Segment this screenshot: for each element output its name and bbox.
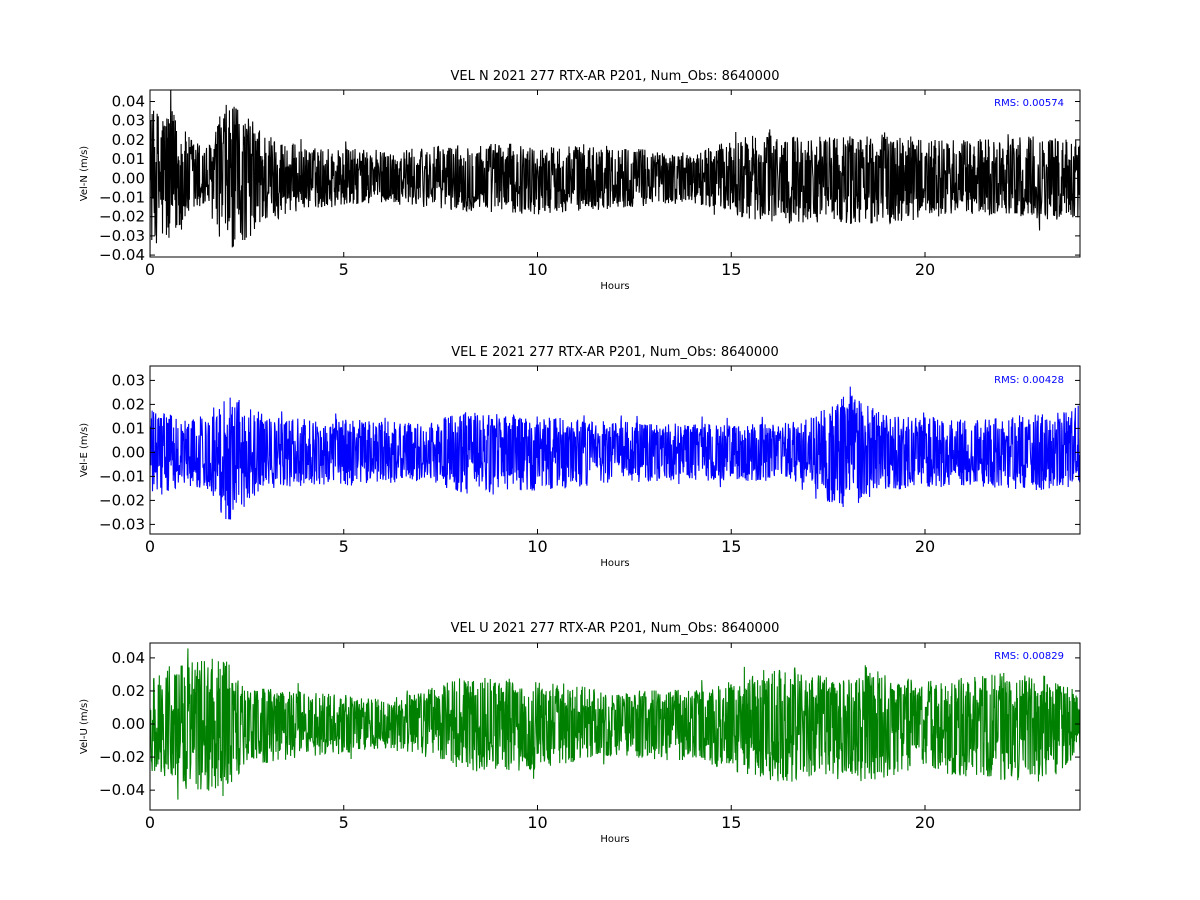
x-tick-label: 20: [915, 260, 935, 279]
x-tick-label: 5: [339, 260, 349, 279]
y-tick-label: 0.02: [112, 131, 145, 149]
x-tick-label: 10: [527, 537, 547, 556]
x-tick-label: 0: [145, 537, 155, 556]
y-tick-label: −0.02: [99, 208, 145, 226]
x-tick-label: 10: [527, 260, 547, 279]
y-tick-label: 0.04: [112, 649, 145, 667]
y-tick-label: 0.01: [112, 150, 145, 168]
panel-vel-u: VEL U 2021 277 RTX-AR P201, Num_Obs: 864…: [79, 621, 1081, 845]
x-tick-label: 5: [339, 537, 349, 556]
rms-annotation: RMS: 0.00428: [994, 375, 1064, 386]
x-tick-label: 0: [145, 260, 155, 279]
y-tick-label: 0.00: [112, 715, 145, 733]
rms-annotation: RMS: 0.00829: [994, 651, 1064, 662]
panel-title: VEL N 2021 277 RTX-AR P201, Num_Obs: 864…: [451, 69, 780, 84]
y-tick-label: 0.02: [112, 395, 145, 413]
y-axis-label: Vel-E (m/s): [79, 423, 90, 477]
series-trace: [150, 90, 1080, 257]
panel-title: VEL U 2021 277 RTX-AR P201, Num_Obs: 864…: [451, 621, 780, 636]
y-tick-label: 0.01: [112, 419, 145, 437]
x-axis-label: Hours: [600, 281, 629, 292]
y-tick-label: −0.02: [99, 748, 145, 766]
x-axis-label: Hours: [600, 558, 629, 569]
y-tick-label: 0.03: [112, 371, 145, 389]
axes-frame: [149, 642, 1081, 811]
x-tick-label: 20: [915, 813, 935, 832]
y-tick-label: 0.04: [112, 93, 145, 111]
series-trace: [150, 648, 1080, 800]
panel-vel-n: VEL N 2021 277 RTX-AR P201, Num_Obs: 864…: [79, 69, 1081, 292]
y-tick-label: −0.02: [99, 491, 145, 509]
y-tick-label: −0.04: [99, 246, 145, 264]
x-axis-label: Hours: [600, 834, 629, 845]
series-trace: [150, 386, 1080, 520]
y-tick-label: 0.02: [112, 682, 145, 700]
x-tick-label: 15: [721, 537, 741, 556]
y-tick-label: −0.03: [99, 227, 145, 245]
rms-annotation: RMS: 0.00574: [994, 98, 1064, 109]
y-axis-label: Vel-N (m/s): [79, 146, 90, 201]
axes-frame: [149, 89, 1081, 258]
y-tick-label: 0.00: [112, 443, 145, 461]
y-tick-label: 0.00: [112, 169, 145, 187]
y-tick-label: −0.04: [99, 781, 145, 799]
axes-frame: [149, 365, 1081, 535]
y-tick-label: −0.03: [99, 515, 145, 533]
x-tick-label: 20: [915, 537, 935, 556]
y-tick-label: −0.01: [99, 188, 145, 206]
x-tick-label: 15: [721, 813, 741, 832]
panel-title: VEL E 2021 277 RTX-AR P201, Num_Obs: 864…: [451, 345, 778, 360]
x-tick-label: 10: [527, 813, 547, 832]
x-tick-label: 0: [145, 813, 155, 832]
x-tick-label: 5: [339, 813, 349, 832]
y-tick-label: 0.03: [112, 112, 145, 130]
panel-vel-e: VEL E 2021 277 RTX-AR P201, Num_Obs: 864…: [79, 345, 1081, 569]
x-tick-label: 15: [721, 260, 741, 279]
y-axis-label: Vel-U (m/s): [79, 699, 90, 754]
y-tick-label: −0.01: [99, 467, 145, 485]
